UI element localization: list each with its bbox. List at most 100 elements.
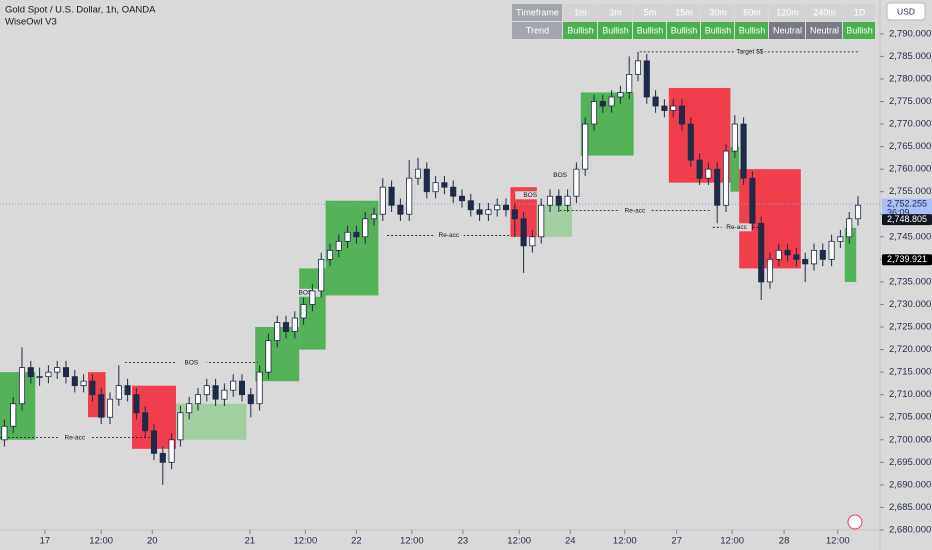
- candle-body: [458, 195, 466, 202]
- annotation-label: BOS: [298, 289, 312, 296]
- candle-body: [722, 150, 730, 206]
- candle-body: [714, 168, 721, 206]
- candle-body: [758, 222, 765, 283]
- candle-body: [344, 231, 351, 242]
- candle-body: [643, 60, 650, 98]
- y-tick-label: 2,720.000: [889, 344, 931, 355]
- y-tick-label: 2,715.000: [889, 367, 931, 378]
- x-tick-label: 12:00: [826, 536, 850, 547]
- candle-body: [687, 123, 694, 161]
- y-tick-label: 2,785.000: [889, 51, 931, 62]
- candle-body: [749, 177, 756, 224]
- candle-body: [379, 186, 386, 215]
- candle-body: [27, 367, 34, 378]
- candle-body: [529, 236, 536, 247]
- candle-body: [837, 236, 844, 242]
- candle-body: [98, 394, 105, 418]
- table-header-cell: [701, 4, 734, 21]
- candle-body: [388, 186, 395, 206]
- table-row-text: Neutral: [810, 25, 839, 35]
- price-label: 2,748.805: [887, 214, 927, 224]
- candle-body: [538, 204, 545, 238]
- countdown: 36:09: [887, 207, 910, 217]
- table-header-cell: [735, 4, 768, 21]
- candle-body: [300, 304, 307, 319]
- table-header-cell: [633, 4, 666, 21]
- table-row-cell: [667, 22, 700, 39]
- candle-body: [617, 92, 624, 98]
- candle-body: [194, 394, 202, 405]
- candle-body: [828, 240, 835, 260]
- candle-body: [406, 177, 413, 215]
- candle-body: [608, 96, 615, 107]
- candle-body: [177, 412, 184, 441]
- x-tick-label: 12:00: [400, 536, 424, 547]
- candle-body: [159, 452, 166, 463]
- table-row-text: Bullish: [846, 25, 873, 35]
- table-header-cell: [806, 4, 842, 21]
- annotation-label: Re-acc: [65, 434, 86, 441]
- candle-body: [502, 204, 510, 211]
- table-row-text: Bullish: [739, 25, 766, 35]
- annotation-label-bg: [515, 191, 546, 200]
- table-header-text: 30m: [709, 7, 727, 17]
- candle-body: [590, 101, 598, 125]
- zone: [844, 227, 857, 282]
- candle-body: [766, 258, 774, 283]
- annotation-label-bg: [433, 231, 464, 240]
- annotation-label: Re-acc: [439, 232, 460, 239]
- candle-body: [441, 182, 448, 188]
- x-tick-label: 12:00: [720, 536, 744, 547]
- candle-body: [89, 380, 96, 396]
- table-header-text: 3m: [609, 7, 622, 17]
- price-label-bg: [882, 254, 932, 266]
- y-tick-label: 2,685.000: [889, 502, 931, 513]
- candle-body: [846, 218, 853, 238]
- candle-body: [291, 317, 298, 332]
- candle-body: [221, 389, 228, 400]
- candle-body: [80, 380, 87, 387]
- annotation-label: Re-acc: [726, 224, 747, 231]
- candle-body: [247, 394, 254, 405]
- candle-body: [212, 385, 219, 400]
- x-tick-label: 12:00: [89, 536, 113, 547]
- table-row-text: Neutral: [773, 25, 802, 35]
- candle-body: [142, 412, 149, 432]
- candle-body: [555, 195, 562, 206]
- candle-body: [36, 376, 43, 379]
- candle-body: [731, 123, 738, 152]
- candle-body: [819, 249, 826, 260]
- annotation-label: BOS: [553, 172, 567, 179]
- candle-body: [740, 123, 747, 179]
- candle-body: [18, 367, 26, 405]
- candle-body: [335, 240, 342, 251]
- table-row-cell: [701, 22, 734, 39]
- y-tick-label: 2,735.000: [889, 276, 931, 287]
- settings-icon[interactable]: [847, 514, 863, 530]
- candle-body: [696, 159, 703, 179]
- table-row-text: Trend: [526, 25, 549, 35]
- y-tick-label: 2,680.000: [889, 525, 931, 536]
- table-header-text: Timeframe: [516, 7, 559, 17]
- table-row-text: Bullish: [602, 25, 629, 35]
- candle-body: [793, 254, 800, 260]
- currency-button[interactable]: [886, 2, 926, 21]
- candle-body: [54, 367, 61, 373]
- candle-body: [784, 249, 791, 256]
- x-tick-label: 12:00: [613, 536, 637, 547]
- candle-body: [168, 439, 175, 463]
- candle-body: [203, 385, 210, 396]
- annotation-label-bg: [290, 288, 321, 297]
- candle-body: [133, 394, 140, 414]
- price-label-bg: [882, 214, 932, 226]
- candle-body: [362, 218, 369, 238]
- candle-body: [599, 101, 606, 107]
- candle-body: [678, 105, 686, 125]
- y-tick-label: 2,700.000: [889, 434, 931, 445]
- currency-label[interactable]: USD: [897, 6, 915, 16]
- price-label: 2,752.255: [887, 198, 927, 208]
- x-tick-label: 27: [671, 536, 682, 547]
- table-header-text: 1m: [574, 7, 587, 17]
- candle-body: [370, 213, 378, 220]
